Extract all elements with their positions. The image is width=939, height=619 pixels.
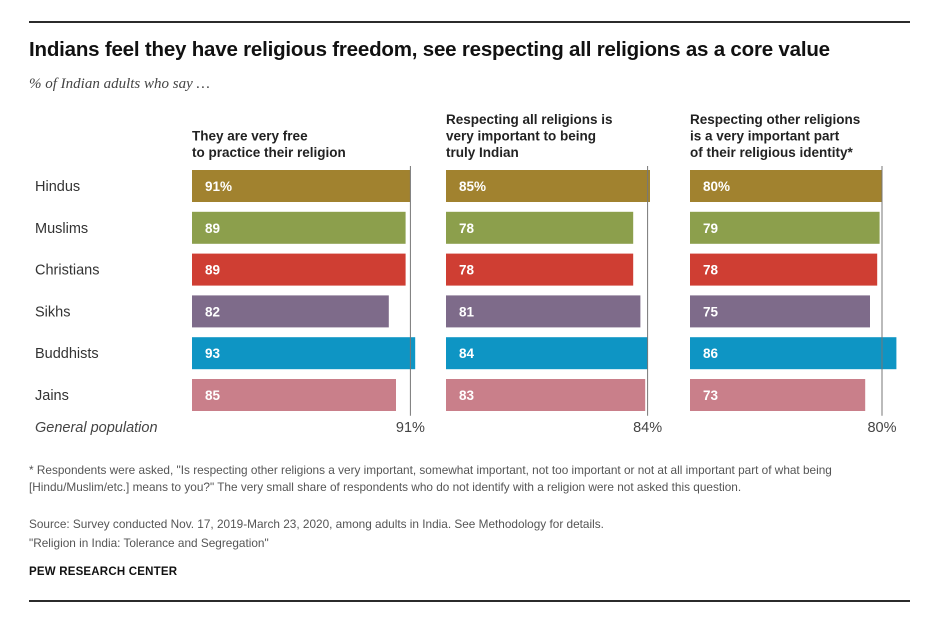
bar-2-jains [446, 379, 646, 411]
column-header-1-line-1: They are very free [192, 129, 308, 144]
value-label-2-christians: 78 [459, 263, 475, 278]
bar-1-hindus [192, 170, 411, 202]
bar-1-sikhs [192, 295, 389, 328]
value-label-1-jains: 85 [205, 388, 221, 403]
value-label-2-buddhists: 84 [459, 346, 475, 361]
column-header-2-line-3: truly Indian [446, 145, 519, 160]
report-title: "Religion in India: Tolerance and Segreg… [29, 536, 269, 550]
bar-2-christians [446, 253, 634, 286]
value-label-1-buddhists: 93 [205, 346, 221, 361]
value-label-1-hindus: 91% [205, 179, 232, 194]
bar-3-hindus [690, 170, 882, 202]
source-note: Source: Survey conducted Nov. 17, 2019-M… [29, 517, 604, 531]
reference-label-1: 91% [396, 420, 425, 436]
value-label-3-muslims: 79 [703, 221, 718, 236]
value-label-3-christians: 78 [703, 263, 719, 278]
column-header-1-line-2: to practice their religion [192, 145, 346, 160]
bar-chart: Hindus Muslims Christians Sikhs Buddhists Jai… [35, 112, 897, 436]
column-header-2-line-2: very important to being [446, 129, 596, 144]
value-label-3-sikhs: 75 [703, 304, 719, 319]
reference-label-3: 80% [867, 420, 896, 436]
bar-2-sikhs [446, 295, 641, 328]
bar-3-buddhists [690, 337, 897, 370]
bar-2-buddhists [446, 337, 648, 370]
pew-logo: PEW RESEARCH CENTER [29, 566, 178, 578]
bar-1-muslims [192, 211, 406, 244]
bar-3-jains [690, 379, 866, 411]
value-label-1-sikhs: 82 [205, 304, 220, 319]
category-label-jains: Jains [35, 388, 69, 404]
value-label-2-muslims: 78 [459, 221, 475, 236]
bar-1-jains [192, 379, 396, 411]
chart-title: Indians feel they have religious freedom… [29, 38, 830, 61]
category-label-sikhs: Sikhs [35, 304, 70, 320]
bar-3-muslims [690, 211, 880, 244]
column-header-3-line-2: is a very important part [690, 129, 840, 144]
value-label-2-sikhs: 81 [459, 304, 475, 319]
value-label-1-christians: 89 [205, 263, 220, 278]
bar-2-hindus [446, 170, 650, 202]
bottom-rule [29, 600, 910, 602]
bar-1-buddhists [192, 337, 416, 370]
bar-1-christians [192, 253, 406, 286]
value-label-2-jains: 83 [459, 388, 475, 403]
chart-subtitle: % of Indian adults who say … [29, 76, 210, 92]
value-label-1-muslims: 89 [205, 221, 220, 236]
value-label-3-jains: 73 [703, 388, 719, 403]
bar-3-christians [690, 253, 878, 286]
value-label-3-buddhists: 86 [703, 346, 719, 361]
top-rule [29, 21, 910, 23]
column-header-2-line-1: Respecting all religions is [446, 112, 613, 127]
bar-2-muslims [446, 211, 634, 244]
category-label-muslims: Muslims [35, 221, 88, 237]
value-label-2-hindus: 85% [459, 179, 486, 194]
category-label-buddhists: Buddhists [35, 346, 99, 362]
category-label-hindus: Hindus [35, 179, 80, 195]
category-label-christians: Christians [35, 263, 99, 279]
column-header-3-line-3: of their religious identity* [690, 145, 854, 160]
column-header-3-line-1: Respecting other religions [690, 112, 860, 127]
reference-label-2: 84% [633, 420, 662, 436]
general-population-label: General population [35, 420, 158, 436]
value-label-3-hindus: 80% [703, 179, 730, 194]
bar-3-sikhs [690, 295, 870, 328]
footnote: * Respondents were asked, "Is respecting… [29, 463, 832, 494]
